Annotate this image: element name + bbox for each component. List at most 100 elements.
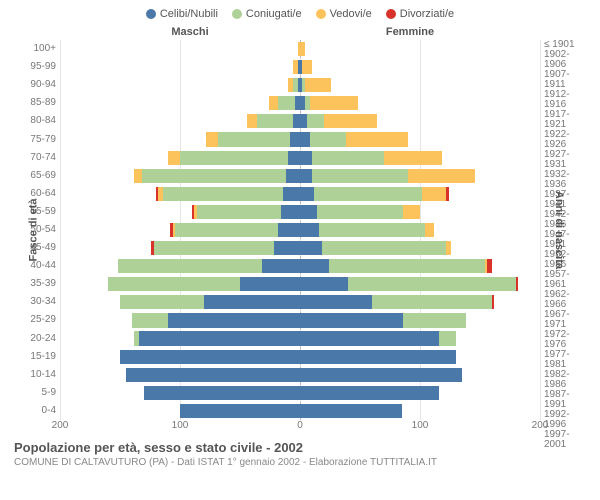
pyramid-row — [60, 257, 540, 275]
birth-year-label: 1967-1971 — [544, 310, 586, 330]
age-label: 85-89 — [30, 94, 56, 112]
pyramid-row — [60, 366, 540, 384]
bar-segment — [206, 132, 218, 146]
male-bar — [120, 350, 300, 364]
pyramid-row — [60, 330, 540, 348]
male-bar — [168, 151, 300, 165]
male-bar — [247, 114, 300, 128]
bar-segment — [240, 277, 300, 291]
bar-segment — [274, 241, 300, 255]
age-label: 70-74 — [30, 149, 56, 167]
pyramid-row — [60, 384, 540, 402]
bar-segment — [281, 205, 300, 219]
bar-segment — [144, 386, 300, 400]
bar-segment — [300, 223, 319, 237]
bar-segment — [154, 241, 274, 255]
legend-swatch — [316, 9, 326, 19]
bar-segment — [293, 114, 300, 128]
female-bar — [300, 187, 449, 201]
female-bar — [300, 42, 305, 56]
male-bar — [126, 368, 300, 382]
female-bar — [300, 259, 492, 273]
legend-swatch — [386, 9, 396, 19]
bar-segment — [197, 205, 281, 219]
birth-year-label: 1992-1996 — [544, 410, 586, 430]
male-bar — [151, 241, 300, 255]
bar-segment — [120, 295, 204, 309]
male-bar — [293, 60, 300, 74]
male-bar — [192, 205, 300, 219]
bar-segment — [322, 241, 447, 255]
birth-year-label: 1917-1921 — [544, 110, 586, 130]
pyramid-row — [60, 402, 540, 420]
bar-segment — [168, 151, 180, 165]
legend-label: Celibi/Nubili — [160, 8, 218, 20]
bar-segment — [300, 350, 456, 364]
bar-segment — [175, 223, 278, 237]
male-bar — [118, 259, 300, 273]
footer: Popolazione per età, sesso e stato civil… — [14, 440, 600, 468]
bar-segment — [422, 187, 446, 201]
birth-year-label: 1987-1991 — [544, 390, 586, 410]
age-label: 15-19 — [30, 348, 56, 366]
bar-segment — [446, 187, 448, 201]
age-label: 35-39 — [30, 275, 56, 293]
male-header: Maschi — [60, 26, 300, 38]
male-bar — [170, 223, 300, 237]
female-bar — [300, 331, 456, 345]
legend-label: Divorziati/e — [400, 8, 454, 20]
bar-segment — [300, 386, 439, 400]
bar-segment — [300, 187, 314, 201]
birth-year-label: 1957-1961 — [544, 270, 586, 290]
pyramid-row — [60, 130, 540, 148]
bar-segment — [305, 78, 331, 92]
birth-year-label: 1927-1931 — [544, 150, 586, 170]
birth-year-label: 1977-1981 — [544, 350, 586, 370]
legend-item: Coniugati/e — [232, 8, 302, 20]
bar-segment — [300, 132, 310, 146]
female-bar — [300, 241, 451, 255]
birth-year-label: 1922-1926 — [544, 130, 586, 150]
plot-area: Fasce di età Anni di nascita 100+95-9990… — [0, 40, 600, 420]
legend: Celibi/NubiliConiugati/eVedovi/eDivorzia… — [0, 0, 600, 20]
bar-segment — [180, 404, 300, 418]
bar-segment — [247, 114, 257, 128]
chart-title: Popolazione per età, sesso e stato civil… — [14, 440, 600, 455]
pyramid-row — [60, 239, 540, 257]
female-bar — [300, 386, 439, 400]
pyramid-row — [60, 221, 540, 239]
age-label: 25-29 — [30, 311, 56, 329]
x-tick: 200 — [52, 420, 69, 431]
bars-plot — [60, 40, 540, 420]
legend-item: Divorziati/e — [386, 8, 454, 20]
bar-segment — [283, 187, 300, 201]
birth-year-label: 1997-2001 — [544, 430, 586, 450]
birth-year-label: 1982-1986 — [544, 370, 586, 390]
pyramid-row — [60, 275, 540, 293]
bar-segment — [168, 313, 300, 327]
female-bar — [300, 60, 312, 74]
grid-line — [540, 40, 541, 420]
age-label: 5-9 — [42, 384, 56, 402]
female-bar — [300, 350, 456, 364]
bar-segment — [319, 223, 425, 237]
pyramid-row — [60, 203, 540, 221]
female-bar — [300, 223, 434, 237]
bar-segment — [446, 241, 451, 255]
legend-label: Coniugati/e — [246, 8, 302, 20]
bar-segment — [312, 151, 384, 165]
bar-segment — [384, 151, 442, 165]
pyramid-row — [60, 112, 540, 130]
x-tick: 200 — [532, 420, 549, 431]
legend-item: Celibi/Nubili — [146, 8, 218, 20]
bar-segment — [300, 404, 402, 418]
bar-segment — [163, 187, 283, 201]
bar-segment — [120, 350, 300, 364]
bar-segment — [372, 295, 492, 309]
pyramid-row — [60, 76, 540, 94]
bar-segment — [134, 169, 141, 183]
bar-segment — [269, 96, 279, 110]
female-bar — [300, 205, 420, 219]
birth-year-label: 1912-1916 — [544, 90, 586, 110]
bar-segment — [346, 132, 408, 146]
